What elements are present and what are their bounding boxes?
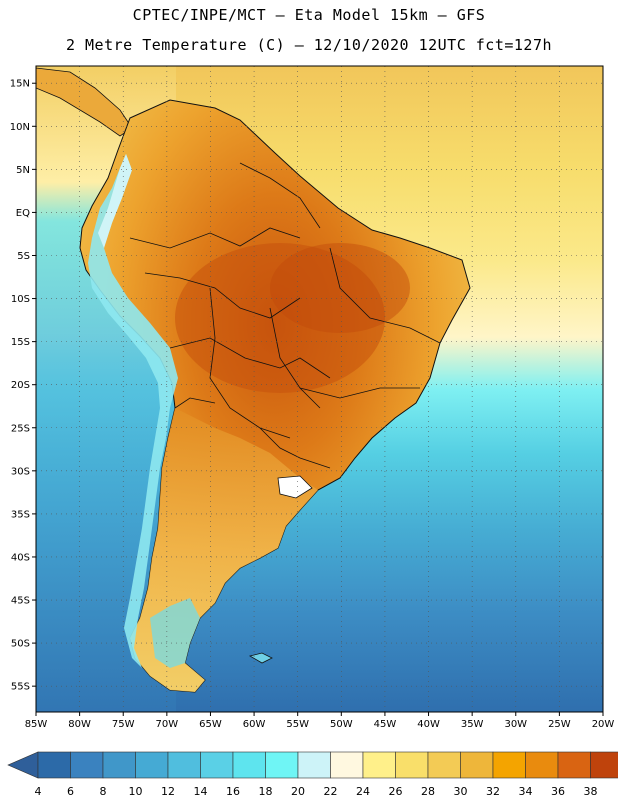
colorbar-swatch	[362, 751, 396, 779]
longitude-labels: 85W 80W 75W 70W 65W 60W 55W 50W 45W 40W 35W 30W 25W 2…	[25, 712, 615, 730]
lat-label: 15S	[11, 337, 30, 348]
lon-label: 50W	[330, 719, 353, 730]
colorbar-label: 14	[194, 785, 208, 798]
lat-label: 50S	[11, 639, 30, 650]
colorbar-label: 12	[161, 785, 175, 798]
colorbar-swatch	[232, 751, 266, 779]
colorbar: 4 6 8 10 12 14 16 18 20 22 24 26 28 30 32 34 36 38	[7, 751, 618, 798]
lat-label: 5S	[17, 251, 30, 262]
lon-label: 55W	[286, 719, 309, 730]
colorbar-label: 24	[356, 785, 370, 798]
land-field	[36, 67, 471, 693]
lat-label: 10N	[10, 122, 30, 133]
lon-label: 70W	[156, 719, 179, 730]
colorbar-label: 10	[129, 785, 143, 798]
lat-label: 25S	[11, 423, 30, 434]
lon-label: 85W	[25, 719, 48, 730]
lon-label: 75W	[112, 719, 135, 730]
colorbar-swatch	[492, 751, 526, 779]
lat-label: 15N	[10, 79, 30, 90]
colorbar-swatch	[525, 751, 559, 779]
lon-label: 40W	[417, 719, 440, 730]
lat-label: 10S	[11, 294, 30, 305]
colorbar-swatch	[460, 751, 494, 779]
lon-label: 80W	[68, 719, 91, 730]
latitude-labels: 15N 10N 5N EQ 5S 10S 15S 20S 25S 30S 35S 40S 45S 50S 5…	[10, 79, 36, 693]
colorbar-swatch	[200, 751, 234, 779]
lat-label: 30S	[11, 466, 30, 477]
colorbar-swatch	[297, 751, 331, 779]
colorbar-label: 30	[454, 785, 468, 798]
colorbar-label: 22	[324, 785, 338, 798]
lon-label: 60W	[243, 719, 266, 730]
colorbar-label: 8	[100, 785, 107, 798]
lon-label: 35W	[461, 719, 484, 730]
lon-label: 65W	[199, 719, 222, 730]
map-title-line-1: CPTEC/INPE/MCT – Eta Model 15km – GFS	[132, 6, 486, 24]
colorbar-swatch	[102, 751, 136, 779]
colorbar-label: 6	[67, 785, 74, 798]
colorbar-swatch	[427, 751, 461, 779]
colorbar-swatch	[265, 751, 299, 779]
lat-label: 35S	[11, 509, 30, 520]
colorbar-swatch	[135, 751, 169, 779]
colorbar-label: 26	[389, 785, 403, 798]
map-frame	[35, 65, 604, 713]
lat-label: 45S	[11, 596, 30, 607]
lat-label: EQ	[16, 208, 30, 219]
colorbar-swatch	[167, 751, 201, 779]
colorbar-label: 28	[421, 785, 435, 798]
lat-label: 40S	[11, 552, 30, 563]
lon-label: 25W	[548, 719, 571, 730]
colorbar-label: 32	[486, 785, 500, 798]
colorbar-swatch	[330, 751, 364, 779]
colorbar-label: 38	[584, 785, 598, 798]
colorbar-swatch	[590, 751, 618, 779]
lon-label: 20W	[592, 719, 615, 730]
colorbar-label: 18	[259, 785, 273, 798]
lat-label: 55S	[11, 682, 30, 693]
colorbar-label: 36	[551, 785, 565, 798]
colorbar-label: 4	[35, 785, 42, 798]
temperature-map: 15N 10N 5N EQ 5S 10S 15S 20S 25S 30S 35S 40S 45S 50S 5…	[10, 65, 615, 730]
lon-label: 30W	[504, 719, 527, 730]
colorbar-label: 20	[291, 785, 305, 798]
colorbar-label: 16	[226, 785, 240, 798]
colorbar-swatch	[395, 751, 429, 779]
colorbar-label: 34	[519, 785, 533, 798]
colorbar-swatch	[37, 751, 71, 779]
lon-label: 45W	[374, 719, 397, 730]
map-title-line-2: 2 Metre Temperature (C) – 12/10/2020 12U…	[65, 36, 553, 54]
lat-label: 5N	[16, 165, 30, 176]
lat-label: 20S	[11, 380, 30, 391]
colorbar-arrow-left	[7, 751, 39, 779]
colorbar-swatch	[557, 751, 591, 779]
colorbar-swatch	[70, 751, 104, 779]
